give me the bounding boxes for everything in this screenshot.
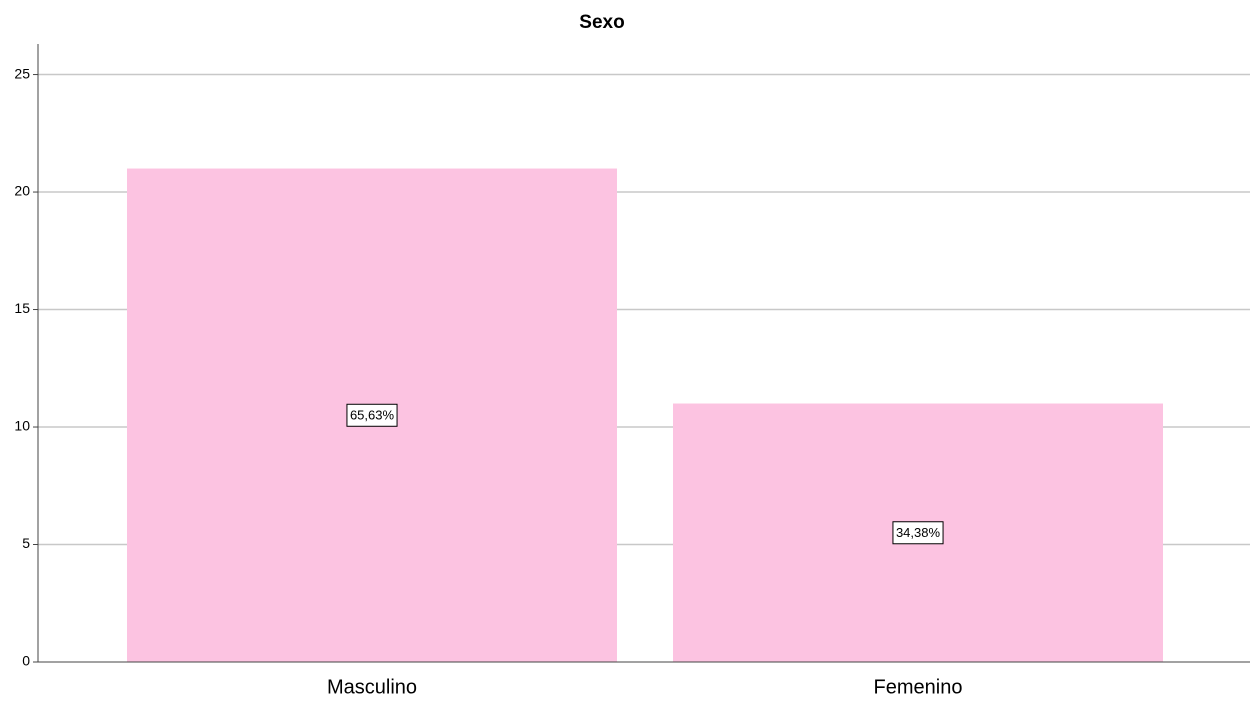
y-tick-label: 15: [14, 300, 30, 316]
y-tick-label: 20: [14, 183, 30, 199]
annotation: 34,38%: [896, 525, 941, 540]
y-tick-label: 25: [14, 65, 30, 81]
x-tick-label: Masculino: [327, 676, 417, 698]
y-tick-label: 5: [22, 535, 30, 551]
annotation-box: [892, 521, 944, 545]
y-tick-label: 0: [22, 653, 30, 669]
annotation-box: [346, 403, 398, 427]
chart-title: Sexo: [579, 12, 624, 33]
y-tick-label: 10: [14, 418, 30, 434]
annotation: 65,63%: [350, 408, 395, 423]
x-tick-label: Femenino: [874, 676, 963, 698]
